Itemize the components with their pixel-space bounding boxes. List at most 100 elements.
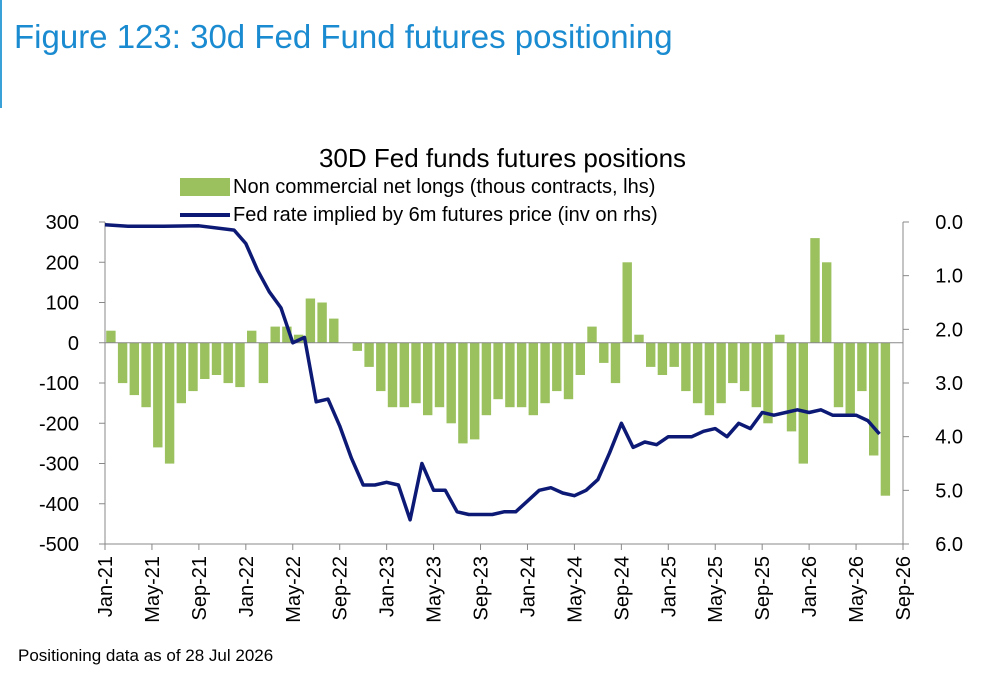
bar	[880, 342, 891, 496]
bar	[763, 342, 773, 424]
bar	[599, 342, 609, 363]
legend-label-bars: Non commercial net longs (thous contract…	[233, 175, 656, 198]
y-left-tick-label: 300	[46, 212, 79, 234]
figure-title: Figure 123: 30d Fed Fund futures positio…	[14, 18, 673, 55]
bar	[458, 342, 468, 444]
x-tick-label: Jan-25	[658, 556, 680, 617]
bar	[258, 342, 269, 384]
bar	[141, 342, 151, 408]
bar	[528, 342, 538, 416]
bar	[364, 342, 374, 367]
x-tick-label: Jan-26	[799, 556, 821, 617]
bar	[775, 334, 785, 343]
x-tick-label: Sep-23	[471, 556, 493, 621]
bar	[188, 342, 198, 392]
bar	[470, 342, 480, 440]
bar	[751, 342, 761, 408]
x-tick-label: Sep-22	[330, 556, 352, 621]
bar	[434, 342, 445, 408]
y-left-tick-label: 100	[46, 293, 79, 315]
chart-title: 30D Fed funds futures positions	[318, 143, 687, 173]
bar	[317, 302, 327, 343]
legend-item-line: Fed rate implied by 6m futures price (in…	[180, 201, 658, 229]
bar	[610, 342, 621, 384]
x-tick-label: Jan-23	[377, 556, 399, 617]
bar	[646, 342, 656, 367]
legend-line-swatch	[180, 213, 230, 217]
bar	[505, 342, 515, 408]
x-tick-label: May-22	[283, 556, 305, 623]
legend-label-line: Fed rate implied by 6m futures price (in…	[233, 203, 658, 226]
bar	[786, 342, 797, 432]
x-tick-label: Sep-25	[752, 556, 774, 621]
bar	[728, 342, 738, 384]
x-tick-label: May-25	[705, 556, 727, 623]
bar	[376, 342, 386, 392]
bar	[329, 318, 339, 343]
legend-item-bars: Non commercial net longs (thous contract…	[180, 173, 658, 201]
bar	[282, 326, 292, 343]
x-tick-label: May-23	[424, 556, 446, 623]
bar	[857, 342, 867, 392]
bar	[869, 342, 879, 456]
bar	[493, 342, 503, 400]
bar	[446, 342, 456, 424]
x-tick-label: Jan-22	[236, 556, 258, 617]
bar	[681, 342, 691, 392]
bar	[352, 342, 362, 351]
bar	[399, 342, 409, 408]
bar	[211, 342, 222, 375]
bar	[387, 342, 398, 408]
bar	[235, 342, 245, 388]
y-right-tick-label: 5.0	[935, 480, 963, 502]
y-left-tick-label: 0	[68, 333, 79, 355]
bar	[704, 342, 715, 416]
x-tick-label: Sep-21	[189, 556, 211, 621]
bar	[833, 342, 844, 408]
bar	[117, 342, 128, 384]
bar	[692, 342, 703, 404]
x-tick-label: May-26	[846, 556, 868, 623]
bar	[129, 342, 139, 396]
y-left-tick-label: 200	[46, 252, 79, 274]
y-left-tick-label: -100	[39, 373, 79, 395]
y-right-tick-label: 4.0	[935, 427, 963, 449]
bar	[423, 342, 433, 416]
bar	[552, 342, 562, 392]
bar	[563, 342, 574, 400]
y-right-tick-label: 6.0	[935, 534, 963, 556]
bar	[516, 342, 527, 408]
bar	[223, 342, 233, 384]
bar	[845, 342, 855, 416]
bar	[411, 342, 421, 404]
implied-rate-line	[104, 222, 881, 522]
bar	[200, 342, 210, 379]
bar	[716, 342, 726, 404]
y-left-tick-label: -300	[39, 454, 79, 476]
bar	[739, 342, 750, 392]
bar	[657, 342, 668, 375]
bar	[798, 342, 808, 464]
y-right-tick-label: 2.0	[935, 319, 963, 341]
bar	[153, 342, 163, 448]
x-tick-label: May-24	[564, 556, 586, 623]
bar	[540, 342, 550, 404]
y-left-tick-label: -500	[39, 534, 79, 556]
bar	[305, 298, 316, 343]
y-left-tick-label: -200	[39, 413, 79, 435]
bar	[669, 342, 679, 367]
x-tick-label: Jan-21	[95, 556, 117, 617]
bar	[810, 238, 820, 343]
bar	[481, 342, 492, 416]
x-tick-label: Sep-26	[893, 556, 915, 621]
legend-bar-swatch	[180, 178, 230, 196]
bar	[575, 342, 585, 375]
footnote: Positioning data as of 28 Jul 2026	[18, 646, 274, 665]
bar	[622, 262, 632, 343]
bar	[587, 326, 597, 343]
bar	[634, 334, 644, 343]
bar	[247, 330, 257, 343]
x-tick-label: Sep-24	[611, 556, 633, 621]
title-accent-rule	[0, 0, 2, 108]
